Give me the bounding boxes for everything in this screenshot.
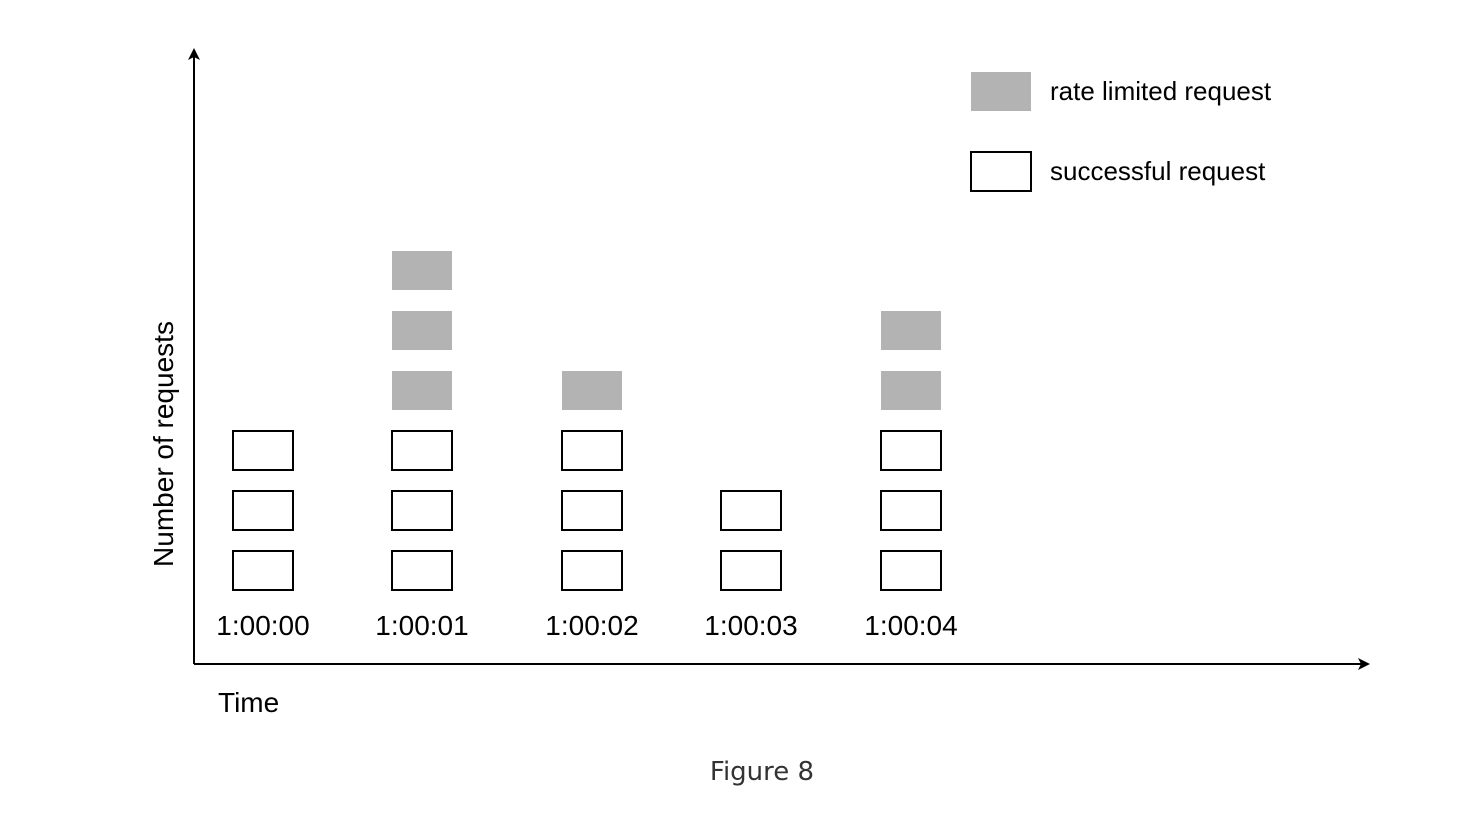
legend: rate limited request successful request bbox=[970, 72, 1272, 192]
successful-request-block bbox=[232, 490, 294, 531]
x-tick-labels: 1:00:00 1:00:01 1:00:02 1:00:03 1:00:04 bbox=[216, 610, 957, 641]
successful-request-block bbox=[232, 550, 294, 591]
legend-label-rate-limited: rate limited request bbox=[1050, 76, 1272, 106]
x-tick-label: 1:00:03 bbox=[704, 610, 797, 641]
successful-request-block bbox=[561, 550, 623, 591]
figure-caption: Figure 8 bbox=[710, 757, 814, 787]
successful-request-block bbox=[880, 550, 942, 591]
successful-request-block bbox=[880, 490, 942, 531]
x-axis-label: Time bbox=[218, 687, 279, 718]
rate-limited-request-block bbox=[562, 371, 622, 410]
successful-request-block bbox=[391, 430, 453, 471]
successful-request-block bbox=[391, 550, 453, 591]
legend-swatch-successful bbox=[970, 151, 1032, 192]
x-tick-label: 1:00:04 bbox=[864, 610, 957, 641]
y-axis-label: Number of requests bbox=[148, 321, 179, 567]
x-tick-label: 1:00:02 bbox=[545, 610, 638, 641]
legend-swatch-rate-limited bbox=[971, 72, 1031, 111]
successful-request-block bbox=[880, 430, 942, 471]
legend-label-successful: successful request bbox=[1050, 156, 1266, 186]
rate-limited-request-block bbox=[881, 371, 941, 410]
rate-limited-request-block bbox=[392, 371, 452, 410]
rate-limited-request-block bbox=[392, 311, 452, 350]
x-tick-label: 1:00:00 bbox=[216, 610, 309, 641]
successful-request-block bbox=[561, 430, 623, 471]
rate-limited-request-block bbox=[881, 311, 941, 350]
successful-request-block bbox=[720, 490, 782, 531]
successful-request-block bbox=[391, 490, 453, 531]
successful-request-block bbox=[561, 490, 623, 531]
rate-limited-request-block bbox=[392, 251, 452, 290]
x-tick-label: 1:00:01 bbox=[375, 610, 468, 641]
request-blocks bbox=[232, 251, 942, 591]
successful-request-block bbox=[720, 550, 782, 591]
successful-request-block bbox=[232, 430, 294, 471]
